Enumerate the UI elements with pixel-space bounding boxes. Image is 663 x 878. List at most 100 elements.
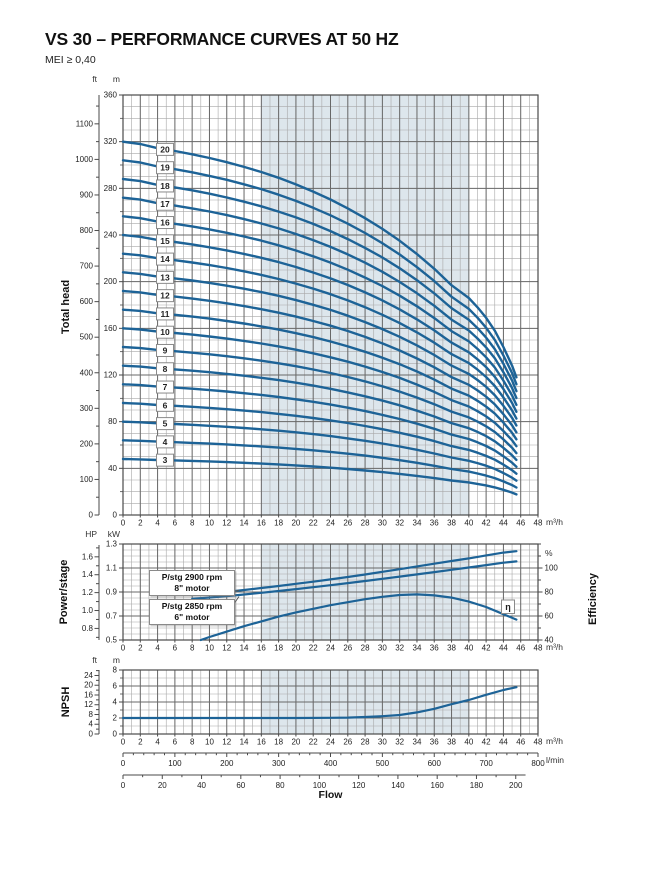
stage-label-3: 3: [163, 455, 168, 465]
power-chart: 0.5 0.7 0.9 1.1 1.3 0.8 1.0 1.2 1.4 1.6 40 60 80 100 0…: [82, 540, 559, 653]
stage-curve-10: [121, 327, 518, 448]
stage-curve-12: [121, 289, 518, 434]
lmin-tick-label: 700: [479, 759, 493, 768]
secondary-tick-label: 4: [89, 720, 94, 729]
x-tick-label: 8: [190, 644, 195, 653]
secondary-tick-label: 800: [80, 226, 94, 235]
gpm-tick-label: 100: [313, 781, 327, 790]
stage-label-14: 14: [160, 254, 170, 264]
x-tick-label: 22: [309, 519, 318, 528]
m-tick-label: 160: [104, 324, 118, 333]
stage-curve-4: [121, 439, 518, 489]
gpm-tick-label: 160: [431, 781, 445, 790]
stage-curve-15: [121, 233, 518, 413]
mei-label: MEI ≥ 0,40: [45, 54, 96, 66]
x-tick-label: 38: [447, 738, 456, 747]
x-tick-label: 34: [413, 738, 422, 747]
stage-curve-13: [121, 271, 518, 427]
secondary-tick-label: 1.4: [82, 570, 94, 579]
x-tick-label: 0: [121, 519, 126, 528]
x-tick-label: 14: [240, 738, 249, 747]
npsh-m-tick-label: 8: [113, 666, 118, 675]
stage-curve-7: [121, 383, 518, 468]
stage-curve-9: [121, 345, 518, 455]
npsh-axis-title: NPSH: [60, 686, 72, 718]
stage-label-11: 11: [161, 309, 170, 319]
stage-label-10: 10: [160, 327, 170, 337]
m-tick-label: 0: [113, 511, 118, 520]
pct-tick-label: 80: [545, 588, 554, 597]
x-tick-label: 36: [430, 644, 439, 653]
gpm-tick-label: 120: [352, 781, 366, 790]
head-x-unit: m³/h: [546, 517, 563, 527]
stage-label-18: 18: [160, 181, 170, 191]
power-hp-unit: HP: [85, 529, 97, 539]
kw-tick-label: 0.7: [106, 612, 118, 621]
x-tick-label: 0: [121, 644, 126, 653]
x-tick-label: 2: [138, 644, 143, 653]
secondary-tick-label: 900: [80, 190, 94, 199]
npsh-m-tick-label: 0: [113, 730, 118, 739]
gpm-tick-label: 180: [470, 781, 484, 790]
gpm-tick-label: 200: [509, 781, 523, 790]
lmin-tick-label: 100: [168, 759, 182, 768]
npsh-ft-unit: ft: [92, 655, 97, 665]
x-tick-label: 36: [430, 519, 439, 528]
x-tick-label: 6: [173, 644, 178, 653]
stage-curve-20: [121, 140, 518, 379]
stage-label-box-13: [156, 270, 175, 284]
stage-curve-8: [121, 364, 518, 462]
secondary-tick-label: 16: [84, 690, 93, 699]
x-tick-label: 6: [173, 519, 178, 528]
stage-curve-17: [121, 196, 518, 400]
x-tick-label: 46: [516, 738, 525, 747]
stage-label-8: 8: [163, 364, 168, 374]
gpm-tick-label: 60: [236, 781, 245, 790]
stage-label-box-8: [156, 362, 175, 376]
annotation-2850rpm: P/stg 2850 rpm 6" motor: [149, 599, 235, 626]
kw-tick-label: 1.1: [106, 564, 118, 573]
secondary-tick-label: 1.0: [82, 606, 94, 615]
secondary-tick-label: 1000: [75, 155, 93, 164]
x-tick-label: 14: [240, 519, 249, 528]
stage-label-box-11: [156, 307, 175, 321]
efficiency-curve: [199, 593, 518, 642]
pct-tick-label: 40: [545, 636, 554, 645]
x-tick-label: 8: [190, 519, 195, 528]
stage-label-box-15: [156, 234, 175, 248]
secondary-tick-label: 200: [80, 439, 94, 448]
x-tick-label: 38: [447, 644, 456, 653]
secondary-tick-label: 100: [80, 475, 94, 484]
secondary-tick-label: 1100: [76, 119, 94, 128]
secondary-tick-label: 600: [80, 297, 94, 306]
x-tick-label: 16: [257, 644, 266, 653]
head-ft-unit: ft: [92, 74, 97, 84]
m-tick-label: 360: [104, 91, 118, 100]
stage-curve-6: [121, 401, 518, 475]
x-tick-label: 12: [222, 738, 231, 747]
m-tick-label: 320: [104, 137, 118, 146]
stage-curve-11: [121, 308, 518, 441]
x-tick-label: 16: [257, 519, 266, 528]
pct-tick-label: 60: [545, 612, 554, 621]
flow-scales: 0 100 200 300 400 500 600 700 800 0 20 40 60 80 100 120…: [121, 752, 545, 790]
lmin-unit: l/min: [546, 755, 564, 765]
x-tick-label: 34: [413, 519, 422, 528]
secondary-tick-label: 20: [84, 681, 93, 690]
stage-label-16: 16: [160, 218, 170, 228]
annotation-2900rpm: P/stg 2900 rpm 8" motor: [149, 570, 235, 597]
stage-label-20: 20: [160, 144, 170, 154]
lmin-tick-label: 400: [324, 759, 338, 768]
x-tick-label: 12: [222, 644, 231, 653]
x-tick-label: 16: [257, 738, 266, 747]
total-head-axis-title: Total head: [60, 279, 72, 335]
stage-label-6: 6: [163, 400, 168, 410]
x-tick-label: 28: [361, 519, 370, 528]
x-tick-label: 22: [309, 738, 318, 747]
secondary-tick-label: 500: [80, 333, 94, 342]
kw-tick-label: 0.9: [106, 588, 118, 597]
x-tick-label: 40: [464, 738, 473, 747]
x-tick-label: 42: [482, 644, 491, 653]
